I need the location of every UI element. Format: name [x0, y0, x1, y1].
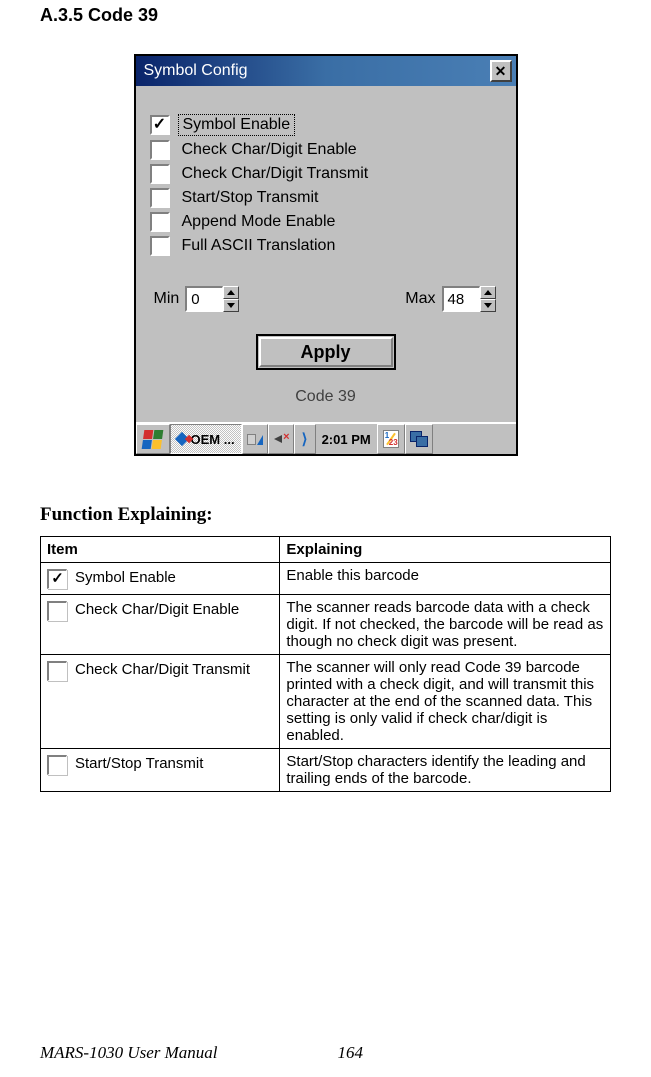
item-label: Check Char/Digit Transmit — [75, 659, 250, 682]
tray-bluetooth-button[interactable]: ⟩ — [294, 424, 316, 454]
function-explaining-heading: Function Explaining: — [40, 504, 611, 526]
checkbox-check-char-digit-transmit[interactable]: Check Char/Digit Transmit — [150, 164, 502, 184]
chevron-up-icon — [227, 290, 235, 295]
max-spin-down[interactable] — [480, 299, 496, 312]
checkbox-label: Start/Stop Transmit — [178, 188, 323, 208]
chevron-down-icon — [484, 303, 492, 308]
min-group: Min 0 — [154, 286, 240, 312]
checkbox-symbol-enable[interactable]: Symbol Enable — [150, 114, 502, 136]
min-spin-up[interactable] — [223, 286, 239, 299]
network-icon — [247, 434, 263, 445]
checkbox-label: Check Char/Digit Transmit — [178, 164, 373, 184]
checkbox-icon — [150, 115, 170, 135]
checkbox-icon — [150, 164, 170, 184]
footer-manual-name: MARS-1030 User Manual — [40, 1043, 218, 1063]
taskbar-app-label: OEM ... — [191, 432, 235, 447]
taskbar-app-button[interactable]: OEM ... — [170, 424, 242, 454]
function-explaining-table: Item Explaining Symbol Enable Enable thi… — [40, 536, 611, 792]
apply-button-label: Apply — [300, 342, 350, 363]
item-label: Check Char/Digit Enable — [75, 599, 239, 622]
tray-desktop-button[interactable] — [405, 424, 433, 454]
max-label: Max — [405, 290, 435, 308]
checkbox-label: Symbol Enable — [178, 114, 296, 136]
dialog-caption: Code 39 — [150, 388, 502, 406]
max-spin-up[interactable] — [480, 286, 496, 299]
explaining-cell: The scanner reads barcode data with a ch… — [280, 594, 611, 654]
max-spinner[interactable]: 48 — [442, 286, 496, 312]
bluetooth-icon: ⟩ — [302, 430, 308, 448]
table-row: Start/Stop Transmit Start/Stop character… — [41, 748, 611, 791]
checkbox-icon — [47, 661, 67, 681]
dialog-body: Symbol Enable Check Char/Digit Enable Ch… — [136, 86, 516, 422]
min-spin-down[interactable] — [223, 299, 239, 312]
explaining-cell: Start/Stop characters identify the leadi… — [280, 748, 611, 791]
screenshot-figure: Symbol Config ✕ Symbol Enable Check Char… — [40, 54, 611, 456]
symbol-config-dialog: Symbol Config ✕ Symbol Enable Check Char… — [134, 54, 518, 456]
table-row: Check Char/Digit Transmit The scanner wi… — [41, 654, 611, 748]
max-group: Max 48 — [405, 286, 495, 312]
checkbox-label: Full ASCII Translation — [178, 236, 340, 256]
min-spin-buttons — [223, 286, 239, 312]
tray-notes-button[interactable]: 123 — [377, 424, 405, 454]
explaining-cell: The scanner will only read Code 39 barco… — [280, 654, 611, 748]
checkbox-icon — [150, 236, 170, 256]
tray-volume-button[interactable]: × — [268, 424, 294, 454]
footer-page-number: 164 — [338, 1043, 364, 1063]
max-value[interactable]: 48 — [442, 286, 480, 312]
taskbar-clock[interactable]: 2:01 PM — [316, 424, 377, 454]
window-title: Symbol Config — [140, 62, 248, 80]
checkbox-icon — [150, 212, 170, 232]
app-icon — [174, 432, 188, 446]
checkbox-check-char-digit-enable[interactable]: Check Char/Digit Enable — [150, 140, 502, 160]
titlebar: Symbol Config ✕ — [136, 56, 516, 86]
min-value[interactable]: 0 — [185, 286, 223, 312]
chevron-up-icon — [484, 290, 492, 295]
min-label: Min — [154, 290, 180, 308]
column-header-explaining: Explaining — [280, 537, 611, 563]
windows-logo-icon — [142, 430, 164, 449]
desktop-icon — [410, 431, 428, 447]
apply-button[interactable]: Apply — [256, 334, 396, 370]
start-button[interactable] — [136, 424, 170, 454]
checkbox-icon — [47, 569, 67, 589]
page-footer: MARS-1030 User Manual 164 — [0, 1043, 651, 1063]
table-row: Symbol Enable Enable this barcode — [41, 563, 611, 595]
checkbox-icon — [47, 755, 67, 775]
checkbox-full-ascii-translation[interactable]: Full ASCII Translation — [150, 236, 502, 256]
close-button[interactable]: ✕ — [490, 60, 512, 82]
table-row: Check Char/Digit Enable The scanner read… — [41, 594, 611, 654]
checkbox-list: Symbol Enable Check Char/Digit Enable Ch… — [150, 114, 502, 256]
item-label: Start/Stop Transmit — [75, 753, 203, 776]
explaining-cell: Enable this barcode — [280, 563, 611, 595]
taskbar: OEM ... × ⟩ 2:01 PM — [136, 422, 516, 454]
column-header-item: Item — [41, 537, 280, 563]
min-spinner[interactable]: 0 — [185, 286, 239, 312]
tray-network-button[interactable] — [242, 424, 268, 454]
speaker-muted-icon: × — [274, 432, 288, 446]
checkbox-icon — [150, 140, 170, 160]
chevron-down-icon — [227, 303, 235, 308]
checkbox-label: Append Mode Enable — [178, 212, 340, 232]
max-spin-buttons — [480, 286, 496, 312]
checkbox-append-mode-enable[interactable]: Append Mode Enable — [150, 212, 502, 232]
close-icon: ✕ — [495, 64, 507, 78]
checkbox-label: Check Char/Digit Enable — [178, 140, 361, 160]
checkbox-icon — [47, 601, 67, 621]
item-label: Symbol Enable — [75, 567, 176, 590]
checkbox-icon — [150, 188, 170, 208]
notes-icon: 123 — [383, 430, 399, 448]
table-header-row: Item Explaining — [41, 537, 611, 563]
min-max-row: Min 0 Max 48 — [150, 286, 502, 312]
checkbox-start-stop-transmit[interactable]: Start/Stop Transmit — [150, 188, 502, 208]
section-heading: A.3.5 Code 39 — [40, 5, 611, 26]
